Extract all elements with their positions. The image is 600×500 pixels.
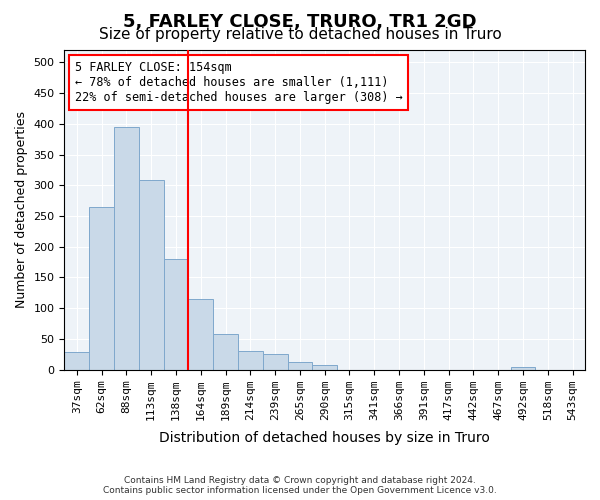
Bar	[164, 259, 188, 370]
Bar	[287, 362, 313, 370]
Text: Size of property relative to detached houses in Truro: Size of property relative to detached ho…	[98, 28, 502, 42]
Bar	[188, 299, 213, 370]
Bar	[213, 334, 238, 370]
X-axis label: Distribution of detached houses by size in Truro: Distribution of detached houses by size …	[159, 431, 490, 445]
Text: 5, FARLEY CLOSE, TRURO, TR1 2GD: 5, FARLEY CLOSE, TRURO, TR1 2GD	[123, 12, 477, 30]
Bar	[238, 351, 263, 370]
Y-axis label: Number of detached properties: Number of detached properties	[15, 112, 28, 308]
Bar	[511, 367, 535, 370]
Text: 5 FARLEY CLOSE: 154sqm
← 78% of detached houses are smaller (1,111)
22% of semi-: 5 FARLEY CLOSE: 154sqm ← 78% of detached…	[75, 61, 403, 104]
Text: Contains HM Land Registry data © Crown copyright and database right 2024.
Contai: Contains HM Land Registry data © Crown c…	[103, 476, 497, 495]
Bar	[89, 207, 114, 370]
Bar	[64, 352, 89, 370]
Bar	[263, 354, 287, 370]
Bar	[139, 180, 164, 370]
Bar	[114, 127, 139, 370]
Bar	[313, 364, 337, 370]
